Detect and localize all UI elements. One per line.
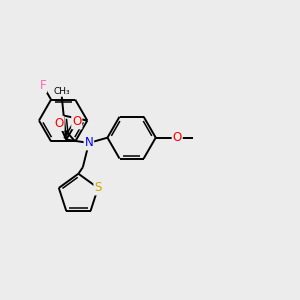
Text: S: S	[94, 182, 102, 194]
Text: CH₃: CH₃	[53, 87, 70, 96]
Text: O: O	[54, 117, 64, 130]
Text: F: F	[40, 79, 46, 92]
Text: N: N	[85, 136, 93, 149]
Text: O: O	[72, 116, 81, 128]
Text: O: O	[172, 131, 182, 144]
